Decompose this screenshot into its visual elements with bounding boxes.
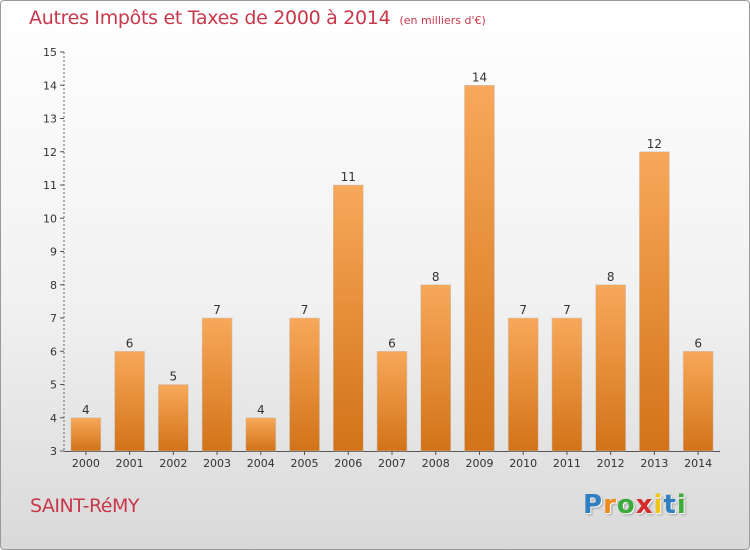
logo-letter: i bbox=[653, 490, 664, 520]
bar bbox=[158, 384, 189, 452]
data-label: 7 bbox=[213, 303, 221, 317]
y-tick-label: 10 bbox=[43, 212, 57, 225]
y-tick-label: 8 bbox=[50, 279, 57, 292]
chart-title: Autres Impôts et Taxes de 2000 à 2014 bbox=[29, 7, 391, 29]
chart-subtitle: (en milliers d'€) bbox=[399, 14, 486, 27]
data-label: 7 bbox=[519, 303, 527, 317]
bar bbox=[595, 284, 626, 452]
bar bbox=[201, 317, 233, 452]
logo-letter: t bbox=[663, 490, 677, 520]
bar bbox=[70, 417, 102, 452]
bar bbox=[420, 284, 451, 452]
data-label: 6 bbox=[388, 336, 396, 350]
y-tick-label: 5 bbox=[50, 379, 57, 392]
y-tick-label: 7 bbox=[50, 312, 57, 325]
logo-letter: x bbox=[635, 490, 654, 520]
y-tick-label: 6 bbox=[50, 345, 57, 358]
y-tick-label: 12 bbox=[43, 146, 57, 159]
x-tick-label: 2008 bbox=[422, 457, 450, 470]
logo-letter: i bbox=[676, 490, 687, 520]
data-label: 7 bbox=[563, 303, 571, 317]
bar bbox=[245, 417, 277, 452]
data-label: 4 bbox=[257, 403, 265, 417]
bar bbox=[551, 317, 583, 452]
y-tick-label: 4 bbox=[50, 412, 57, 425]
logo-letter: o bbox=[616, 490, 636, 520]
y-tick-label: 11 bbox=[43, 179, 57, 192]
place-name: SAINT-RéMY bbox=[30, 495, 139, 517]
x-tick-label: 2000 bbox=[72, 457, 100, 470]
x-tick-label: 2005 bbox=[291, 457, 319, 470]
data-label: 5 bbox=[170, 370, 178, 384]
x-tick-label: 2004 bbox=[247, 457, 275, 470]
data-label: 7 bbox=[301, 303, 309, 317]
bar bbox=[507, 317, 539, 452]
bar bbox=[464, 85, 495, 452]
y-tick-label: 9 bbox=[50, 246, 57, 259]
data-label: 6 bbox=[694, 336, 702, 350]
data-label: 11 bbox=[341, 170, 356, 184]
x-tick-label: 2002 bbox=[159, 457, 187, 470]
y-tick-label: 13 bbox=[43, 113, 57, 126]
bar bbox=[114, 351, 145, 452]
chart-title-block: Autres Impôts et Taxes de 2000 à 2014 (e… bbox=[29, 7, 486, 29]
x-tick-label: 2012 bbox=[597, 457, 625, 470]
data-label: 8 bbox=[607, 270, 615, 284]
data-label: 6 bbox=[126, 336, 134, 350]
bar bbox=[333, 184, 364, 452]
x-tick-label: 2013 bbox=[640, 457, 668, 470]
bar bbox=[639, 151, 670, 452]
y-tick-label: 14 bbox=[43, 79, 57, 92]
x-tick-label: 2014 bbox=[684, 457, 712, 470]
logo-letter: P bbox=[583, 490, 604, 520]
x-tick-label: 2007 bbox=[378, 457, 406, 470]
proxiti-logo: Proxiti bbox=[583, 490, 687, 520]
y-tick-label: 3 bbox=[50, 445, 57, 458]
data-label: 4 bbox=[82, 403, 90, 417]
x-tick-label: 2001 bbox=[116, 457, 144, 470]
data-label: 8 bbox=[432, 270, 440, 284]
y-tick-label: 15 bbox=[43, 46, 57, 59]
x-tick-label: 2011 bbox=[553, 457, 581, 470]
data-label: 12 bbox=[647, 137, 662, 151]
bar bbox=[376, 351, 408, 452]
bar bbox=[682, 351, 714, 452]
x-tick-label: 2010 bbox=[509, 457, 537, 470]
x-tick-label: 2009 bbox=[465, 457, 493, 470]
logo-letter: r bbox=[603, 490, 617, 520]
x-tick-label: 2006 bbox=[334, 457, 362, 470]
x-tick-label: 2003 bbox=[203, 457, 231, 470]
data-label: 14 bbox=[472, 70, 487, 84]
bar bbox=[289, 317, 320, 452]
